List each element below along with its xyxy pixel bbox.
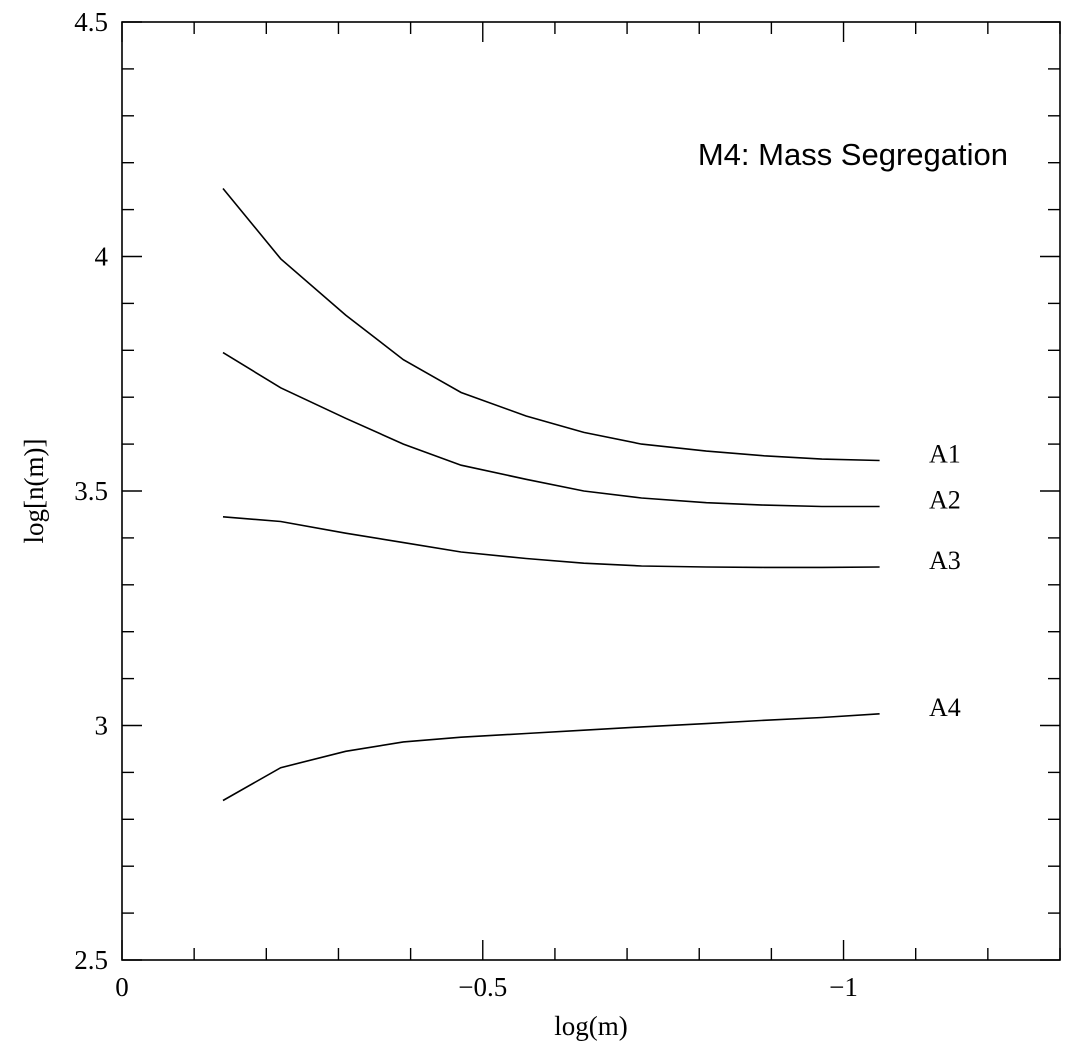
- series-label-a1: A1: [929, 440, 961, 469]
- series-label-a3: A3: [929, 546, 961, 575]
- x-tick-label: −1: [829, 972, 858, 1002]
- chart-title: M4: Mass Segregation: [698, 137, 1008, 172]
- series-label-a2: A2: [929, 485, 961, 514]
- axis-ticks: [121, 21, 1061, 961]
- y-tick-label: 3: [95, 711, 109, 741]
- y-axis-title: log[n(m)]: [19, 439, 49, 544]
- x-tick-label: −0.5: [458, 972, 507, 1002]
- y-tick-label: 2.5: [74, 945, 108, 975]
- x-tick-label: 0: [115, 972, 129, 1002]
- x-axis-title: log(m): [554, 1011, 628, 1041]
- series-labels: A1 A2 A3 A4: [929, 440, 961, 722]
- y-tick-label: 4.5: [74, 7, 108, 37]
- y-tick-label: 4: [95, 242, 109, 272]
- series-line-a2: [222, 351, 880, 508]
- series-line-a3: [222, 516, 880, 569]
- series-lines: [222, 187, 880, 802]
- series-label-a4: A4: [929, 693, 961, 722]
- series-line-a4: [222, 713, 880, 802]
- axis-tick-labels: 0 −0.5 −1 2.5 3 3.5 4 4.5: [74, 7, 858, 1002]
- series-line-a1: [222, 187, 880, 462]
- y-tick-label: 3.5: [74, 476, 108, 506]
